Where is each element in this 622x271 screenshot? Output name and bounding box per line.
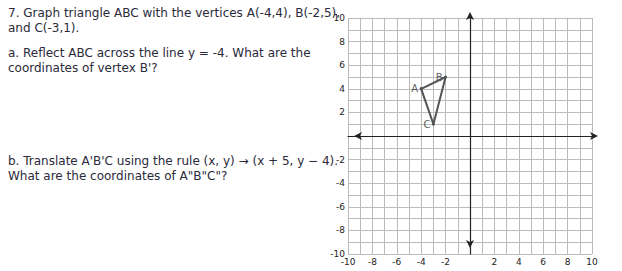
svg-text:-4: -4 [336,178,345,188]
svg-text:-6: -6 [336,202,345,212]
svg-text:-4: -4 [417,257,426,267]
svg-text:8: 8 [339,37,345,47]
svg-text:6: 6 [540,257,546,267]
svg-text:4: 4 [516,257,522,267]
svg-text:A: A [411,83,418,94]
svg-text:2: 2 [492,257,498,267]
svg-text:2: 2 [339,107,345,117]
svg-text:8: 8 [565,257,571,267]
svg-text:C: C [423,119,430,130]
svg-text:-8: -8 [336,225,345,235]
svg-text:6: 6 [339,60,345,70]
svg-text:10: 10 [586,257,598,267]
svg-text:-2: -2 [441,257,450,267]
svg-text:-10: -10 [341,257,356,267]
svg-text:-6: -6 [392,257,401,267]
svg-text:4: 4 [339,84,345,94]
svg-text:-8: -8 [368,257,377,267]
